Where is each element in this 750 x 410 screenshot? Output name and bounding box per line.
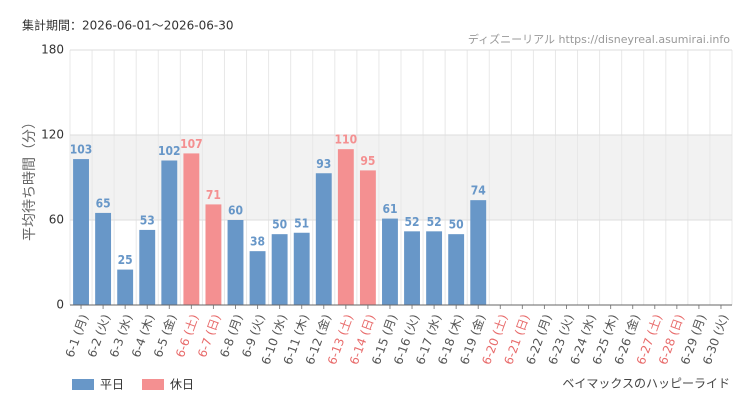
source: ディズニーリアル https://disneyreal.asumirai.inf…	[468, 32, 730, 46]
value-label: 50	[272, 218, 287, 232]
bar	[161, 160, 178, 305]
bar	[426, 231, 443, 305]
legend-swatch	[142, 379, 164, 390]
value-label: 74	[471, 184, 487, 198]
bar	[448, 234, 465, 305]
value-label: 38	[250, 235, 265, 249]
value-label: 60	[228, 204, 243, 218]
bar	[382, 218, 398, 305]
legend-label: 平日	[100, 378, 124, 392]
chart-title: 集計期間：2026-06-01〜2026-06-30	[22, 18, 233, 33]
bar	[337, 149, 354, 305]
value-label: 52	[405, 215, 420, 229]
y-axis-label: 平均待ち時間（分）	[22, 115, 38, 241]
bar	[359, 170, 376, 305]
footer: ベイマックスのハッピーライド	[562, 377, 730, 391]
value-label: 107	[180, 137, 203, 151]
bar	[205, 204, 222, 305]
bar	[117, 269, 134, 305]
y-tick-label: 60	[49, 213, 64, 227]
value-label: 61	[382, 202, 397, 216]
bar	[95, 212, 112, 305]
bar	[271, 234, 288, 305]
bar	[404, 231, 420, 305]
value-label: 71	[206, 188, 221, 202]
value-label: 93	[316, 157, 331, 171]
value-label: 95	[360, 154, 375, 168]
value-label: 102	[158, 144, 181, 158]
legend-swatch	[72, 379, 94, 390]
bar	[73, 159, 89, 305]
bar	[227, 220, 244, 305]
bar	[249, 251, 266, 305]
bar	[293, 232, 310, 305]
bar	[183, 153, 200, 305]
value-label: 110	[335, 133, 358, 147]
y-tick-label: 120	[41, 128, 64, 142]
y-tick-label: 0	[56, 298, 64, 312]
bar	[139, 229, 156, 305]
value-label: 51	[294, 216, 309, 230]
bar	[315, 173, 332, 305]
value-label: 50	[449, 218, 464, 232]
y-tick-label: 180	[41, 43, 64, 57]
bar	[470, 200, 487, 305]
value-label: 103	[70, 143, 93, 157]
value-label: 53	[140, 213, 155, 227]
value-label: 65	[96, 196, 111, 210]
value-label: 25	[118, 253, 133, 267]
legend-label: 休日	[170, 378, 194, 392]
value-label: 52	[427, 215, 442, 229]
